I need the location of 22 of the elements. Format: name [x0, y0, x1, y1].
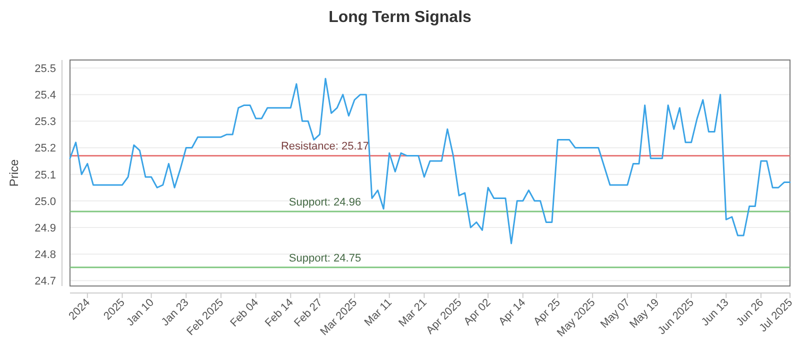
y-tick-label: 25.2 — [34, 142, 56, 155]
ref-line-label: Resistance: 25.17 — [280, 140, 370, 153]
y-tick-label: 25.0 — [34, 196, 56, 208]
x-tick-label: Mar 11 — [362, 296, 394, 329]
line-series — [69, 78, 791, 244]
y-tick-label: 24.7 — [34, 276, 56, 288]
ref-line-label: Support: 24.96 — [288, 196, 362, 209]
y-tick-label: 24.9 — [34, 222, 56, 235]
x-tick-label: Feb 27 — [292, 296, 325, 330]
x-tick-label: Jun 13 — [699, 296, 732, 328]
y-tick-label: 25.3 — [34, 116, 56, 128]
y-tick-label: 24.8 — [34, 249, 56, 262]
y-tick-label: 25.5 — [34, 62, 56, 75]
chart-title: Long Term Signals — [328, 9, 472, 26]
x-tick-label: Jan 10 — [124, 296, 156, 328]
x-tick-label: Feb 04 — [228, 296, 261, 330]
y-tick-label: 25.4 — [34, 90, 56, 102]
y-axis-title: Price — [7, 159, 21, 187]
ref-line-label: Support: 24.75 — [288, 252, 362, 264]
x-tick-label: Apr 14 — [496, 296, 528, 328]
x-tick-label: Apr 02 — [462, 296, 494, 328]
y-tick-label: 25.1 — [34, 169, 56, 182]
